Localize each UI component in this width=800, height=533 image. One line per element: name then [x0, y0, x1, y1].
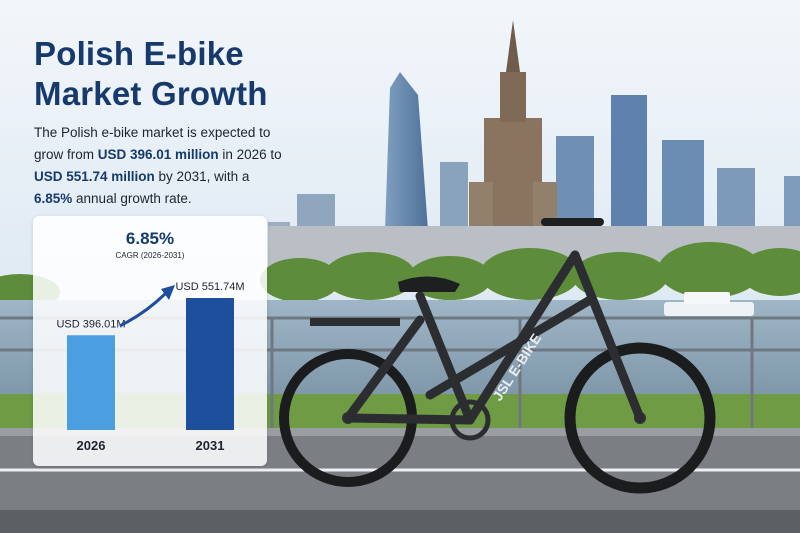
cagr-label: CAGR (2026-2031): [116, 251, 185, 260]
market-chart-card: 6.85% CAGR (2026-2031) USD 396.01M 2026 USD …: [33, 216, 267, 466]
bar-2031: [186, 298, 234, 430]
intro-value-2031: USD 551.74 million: [34, 169, 155, 184]
intro-text: by 2031, with a: [154, 169, 250, 184]
bar-2026: [67, 335, 115, 430]
x-tick-2026: 2026: [77, 438, 106, 453]
data-label-2031: USD 551.74M: [175, 281, 244, 293]
page-title: Polish E-bike Market Growth: [34, 35, 268, 112]
intro-text: annual growth rate.: [72, 191, 192, 206]
intro-paragraph: The Polish e-bike market is expected to …: [34, 122, 284, 210]
x-tick-2031: 2031: [196, 438, 225, 453]
intro-value-2026: USD 396.01 million: [97, 147, 219, 162]
intro-text: in 2026 to: [218, 147, 282, 162]
cagr-value: 6.85%: [126, 229, 174, 248]
river-boat: [664, 292, 754, 316]
intro-text: The Polish e-bike market is expected to …: [34, 125, 271, 162]
intro-cagr-value: 6.85%: [34, 191, 73, 206]
growth-arrow: [119, 292, 167, 327]
growth-arrow-head: [161, 285, 175, 300]
data-label-2026: USD 396.01M: [56, 318, 125, 330]
market-bar-chart: 6.85% CAGR (2026-2031) USD 396.01M 2026 USD …: [56, 229, 244, 453]
